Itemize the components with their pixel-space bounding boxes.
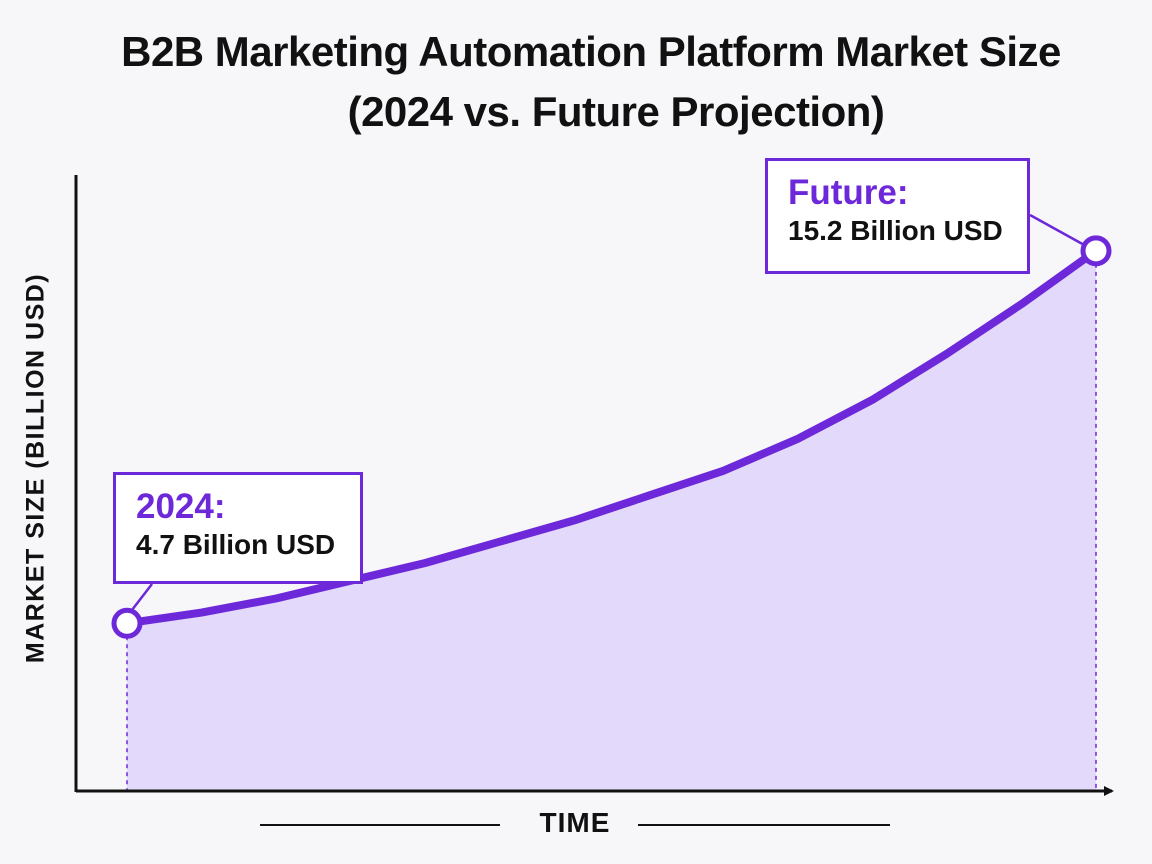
- callout-leader-end: [1029, 213, 1085, 246]
- callout-end-label: Future:: [788, 173, 909, 212]
- x-label-rule-right: [638, 824, 890, 826]
- x-axis-label: TIME: [539, 807, 611, 838]
- y-axis-label: MARKET SIZE (BILLION USD): [21, 272, 50, 664]
- chart-subtitle: (2024 vs. Future Projection): [347, 88, 885, 135]
- x-axis-label-group: TIME: [260, 805, 890, 845]
- data-point-end: [1080, 235, 1112, 267]
- x-label-rule-left: [260, 824, 500, 826]
- callout-end: Future: 15.2 Billion USD: [765, 158, 1030, 274]
- callout-start: 2024: 4.7 Billion USD: [113, 472, 363, 584]
- callout-end-value: 15.2 Billion USD: [788, 215, 1003, 246]
- callout-leader-start: [130, 583, 153, 613]
- area-fill: [127, 250, 1096, 791]
- chart-title: B2B Marketing Automation Platform Market…: [121, 28, 1061, 75]
- series-line: [123, 246, 1100, 628]
- data-point-start: [111, 607, 143, 639]
- callout-start-label: 2024:: [136, 487, 226, 526]
- callout-start-value: 4.7 Billion USD: [136, 529, 336, 560]
